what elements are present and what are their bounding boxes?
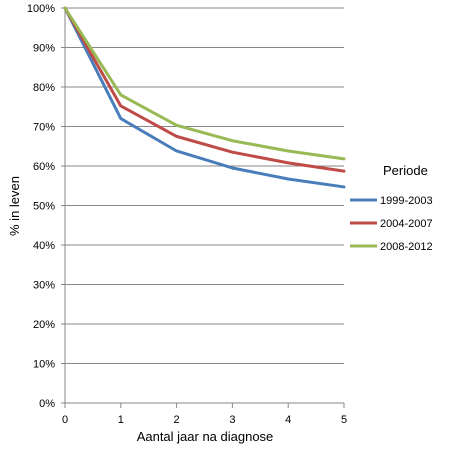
axes <box>61 7 345 408</box>
legend-label: 1999-2003 <box>380 195 433 207</box>
y-tick-labels: 0% 10% 20% 30% 40% 50% 60% 70% 80% 90% 100% <box>27 3 55 410</box>
x-tick-label: 3 <box>229 414 235 426</box>
legend-label: 2008-2012 <box>380 241 433 253</box>
series-line-1999-2003 <box>63 6 346 189</box>
legend-items: 1999-2003 2004-2007 2008-2012 <box>350 195 433 253</box>
y-tick-label: 100% <box>27 3 55 15</box>
legend: Periode 1999-2003 2004-2007 2008-2012 <box>350 163 433 253</box>
x-tick-labels: 0 1 2 3 4 5 <box>62 414 347 426</box>
y-tick-label: 20% <box>33 319 55 331</box>
legend-label: 2004-2007 <box>380 218 433 230</box>
legend-title: Periode <box>383 163 428 178</box>
y-tick-label: 0% <box>39 398 55 410</box>
gridlines <box>65 7 344 364</box>
x-tick-label: 2 <box>174 414 180 426</box>
y-tick-label: 80% <box>33 82 55 94</box>
series-line-2008-2012 <box>63 6 346 161</box>
x-tick-label: 0 <box>62 414 68 426</box>
x-tick-label: 4 <box>285 414 291 426</box>
x-tick-label: 1 <box>118 414 124 426</box>
y-tick-label: 70% <box>33 122 55 134</box>
y-tick-label: 60% <box>33 161 55 173</box>
y-tick-label: 10% <box>33 359 55 371</box>
series-lines <box>63 6 346 189</box>
y-tick-label: 30% <box>33 280 55 292</box>
y-axis-label: % in leven <box>7 176 22 236</box>
y-tick-label: 40% <box>33 240 55 252</box>
x-tick-label: 5 <box>341 414 347 426</box>
x-axis-label: Aantal jaar na diagnose <box>137 429 274 444</box>
y-tick-label: 90% <box>33 43 55 55</box>
series-line-2004-2007 <box>63 6 346 173</box>
y-tick-label: 50% <box>33 201 55 213</box>
